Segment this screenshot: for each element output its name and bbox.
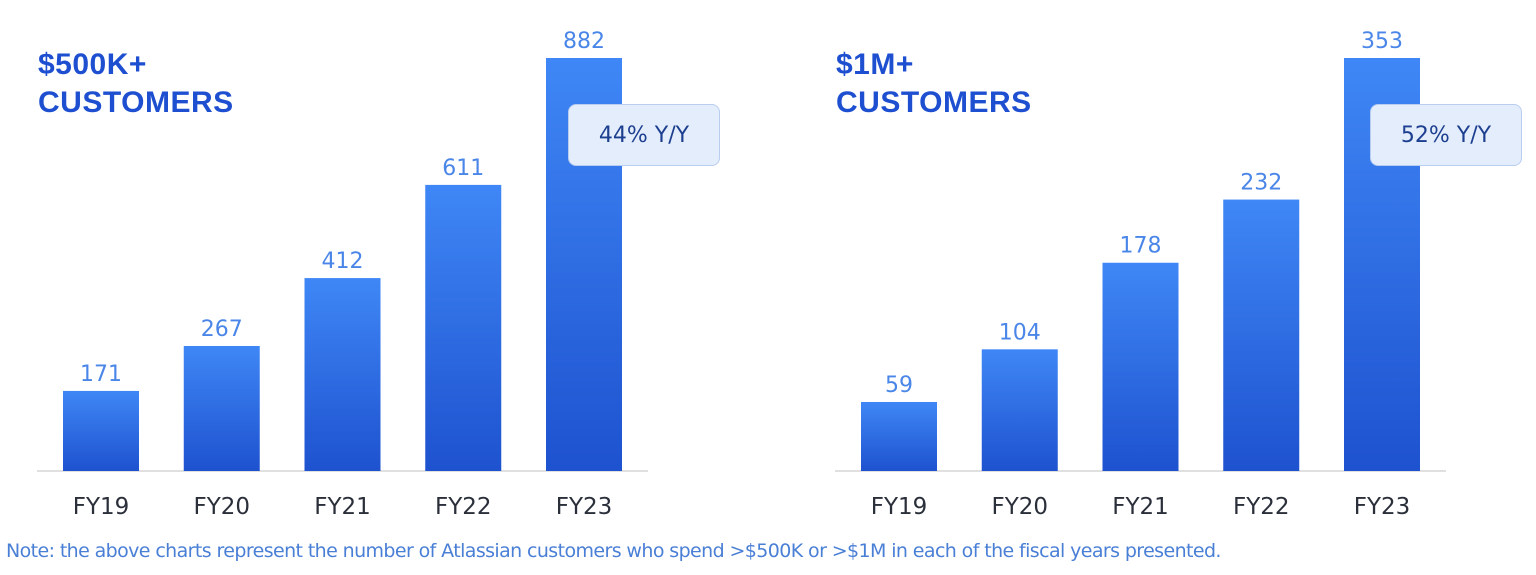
x-tick-label: FY21 (314, 494, 371, 520)
bar (861, 401, 937, 471)
bar (981, 349, 1058, 471)
bar (1102, 262, 1179, 471)
x-tick-label: FY21 (1112, 494, 1169, 520)
bar (63, 390, 139, 471)
annotation: 52% Y/Y (1370, 104, 1522, 166)
bar (1223, 199, 1300, 471)
value-label: 267 (201, 317, 243, 342)
bar (425, 184, 502, 471)
value-label: 353 (1361, 29, 1403, 54)
x-tick-label: FY23 (1354, 494, 1411, 520)
value-label: 178 (1120, 234, 1162, 259)
chart-title: $500K+ CUSTOMERS (38, 48, 234, 119)
x-tick-label: FY20 (991, 494, 1048, 520)
value-label: 104 (999, 320, 1041, 345)
bar (183, 345, 260, 471)
x-tick-label: FY22 (1233, 494, 1290, 520)
value-label: 611 (442, 156, 484, 181)
x-tick-label: FY19 (871, 494, 928, 520)
x-tick-label: FY23 (556, 494, 613, 520)
value-label: 171 (80, 362, 122, 387)
bar (304, 278, 381, 471)
chart-title: $1M+ CUSTOMERS (836, 48, 1032, 119)
value-label: 882 (563, 29, 605, 54)
annotation: 44% Y/Y (568, 104, 720, 166)
value-label: 412 (322, 249, 364, 274)
x-tick-label: FY22 (435, 494, 492, 520)
x-tick-label: FY19 (73, 494, 130, 520)
x-tick-label: FY20 (193, 494, 250, 520)
value-label: 232 (1240, 171, 1282, 196)
footnote: Note: the above charts represent the num… (6, 540, 1221, 562)
value-label: 59 (885, 373, 913, 398)
